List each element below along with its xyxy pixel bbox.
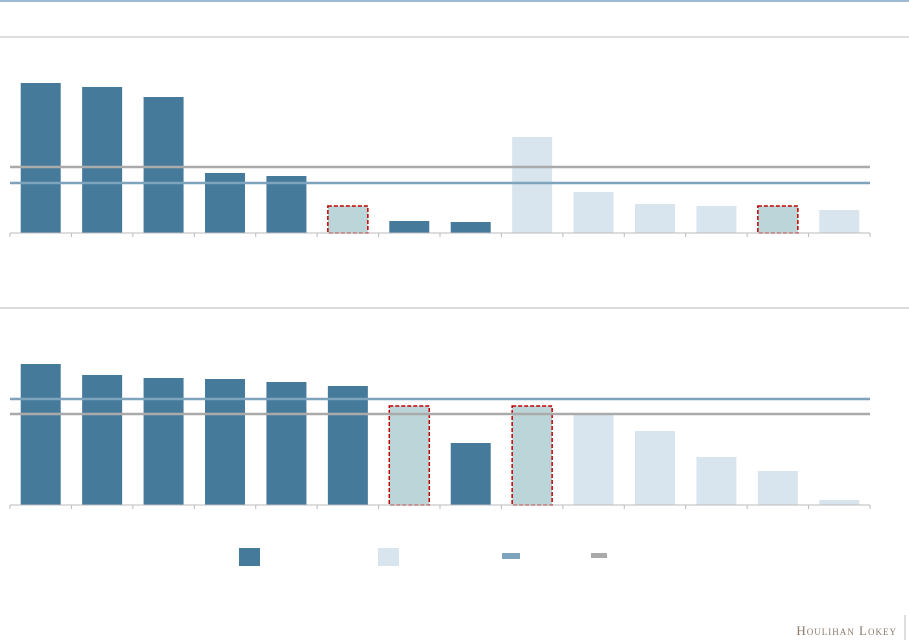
bar (82, 375, 123, 505)
brand: Houlihan Lokey (796, 623, 897, 638)
bar (327, 386, 368, 505)
bar (20, 364, 61, 505)
bar (573, 192, 614, 233)
bar (266, 382, 307, 505)
bar (511, 405, 553, 506)
bar (450, 222, 491, 233)
bar (635, 431, 675, 505)
bar (266, 176, 307, 233)
bar (696, 457, 737, 505)
bar (635, 204, 675, 233)
bar (82, 87, 123, 233)
bar (757, 205, 799, 234)
bar (819, 500, 860, 505)
bar (512, 137, 553, 233)
bar (450, 443, 491, 505)
bar (143, 97, 184, 233)
bar (20, 83, 61, 233)
legend-swatch (591, 553, 607, 558)
bar (143, 378, 184, 505)
bar (327, 205, 369, 234)
bar (573, 414, 614, 505)
bar (388, 405, 431, 506)
legend (239, 548, 607, 566)
bar (389, 221, 430, 233)
bar (757, 471, 798, 505)
legend-swatch (239, 548, 260, 566)
bar (819, 210, 860, 233)
legend-swatch (378, 548, 399, 566)
legend-swatch (502, 553, 520, 559)
bar (696, 206, 737, 233)
